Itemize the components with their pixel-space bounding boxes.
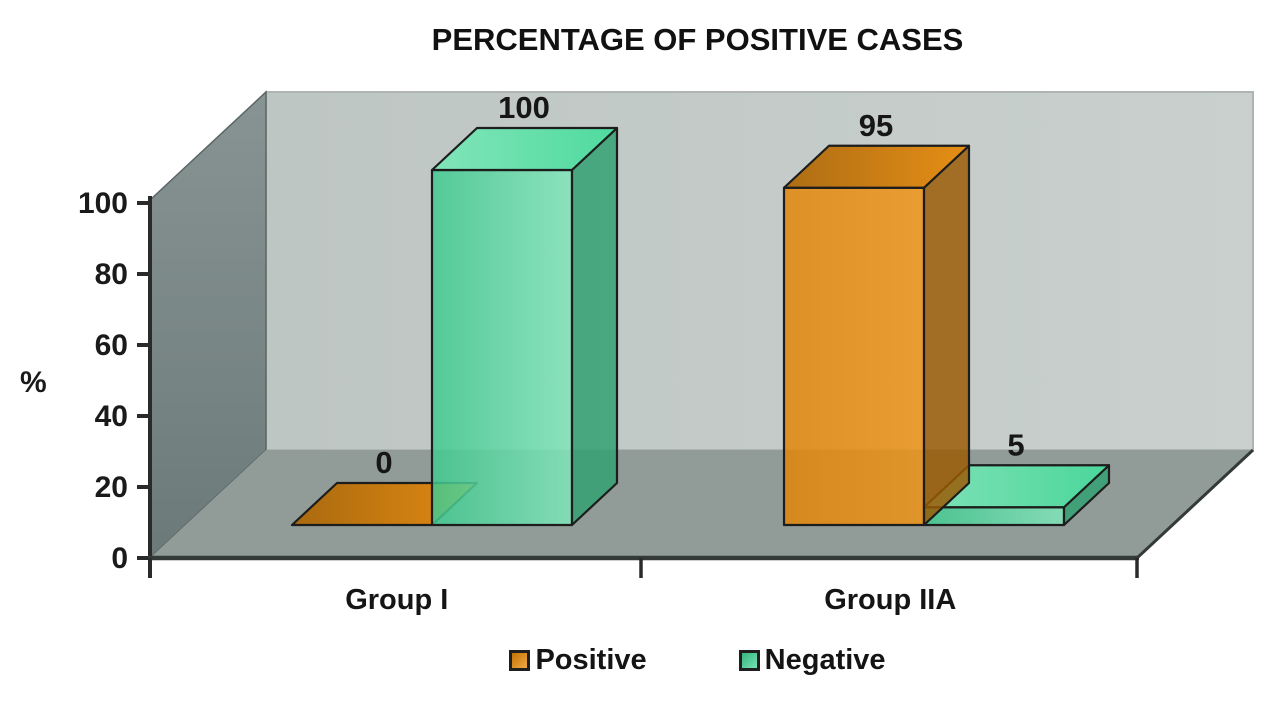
y-axis-title: % bbox=[20, 366, 47, 399]
data-label: 100 bbox=[498, 90, 550, 125]
data-label: 0 bbox=[375, 445, 392, 480]
data-label: 5 bbox=[1007, 427, 1024, 462]
x-category-label: Group I bbox=[345, 584, 448, 616]
y-tick-label: 40 bbox=[95, 400, 128, 433]
y-tick-label: 60 bbox=[95, 329, 128, 362]
legend: Positive Negative bbox=[150, 644, 1245, 677]
y-tick-label: 0 bbox=[111, 542, 128, 575]
chart-title: PERCENTAGE OF POSITIVE CASES bbox=[431, 22, 964, 57]
y-axis: 0 20 40 60 80 100% bbox=[20, 187, 152, 578]
y-tick-label: 20 bbox=[95, 471, 128, 504]
legend-item-positive: Positive bbox=[509, 644, 647, 677]
legend-label-negative: Negative bbox=[764, 644, 886, 676]
data-label: 95 bbox=[859, 108, 893, 143]
positive-swatch-icon bbox=[509, 650, 531, 671]
x-category-label: Group IIA bbox=[824, 584, 956, 616]
y-tick-label: 80 bbox=[95, 258, 128, 291]
negative-swatch-icon bbox=[738, 650, 760, 671]
y-tick-label: 100 bbox=[78, 187, 128, 220]
back-wall bbox=[265, 91, 1254, 451]
x-axis: Group I Group IIA bbox=[148, 448, 1255, 616]
legend-item-negative: Negative bbox=[738, 644, 886, 677]
bar-group-iia-positive bbox=[782, 144, 971, 527]
legend-label-positive: Positive bbox=[535, 644, 647, 676]
bar-group-i-negative bbox=[430, 126, 619, 527]
